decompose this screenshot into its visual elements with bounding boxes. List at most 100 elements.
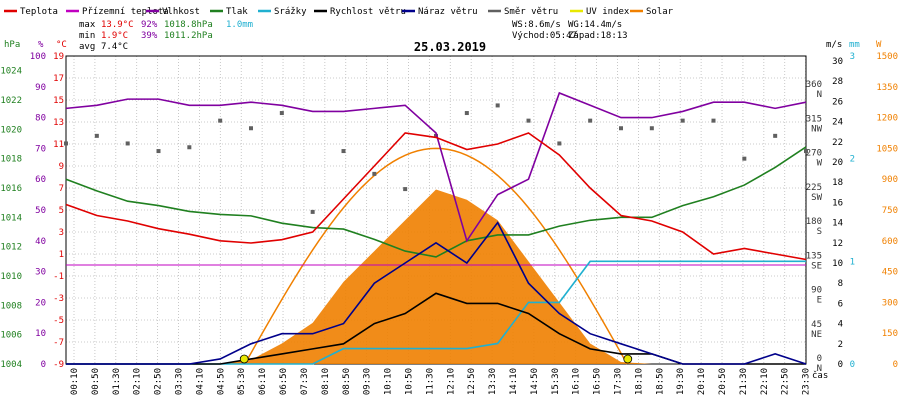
tick-pct: 50	[35, 206, 46, 216]
time-tick-label: 14:50	[530, 368, 540, 395]
legend-label-1: Přízemní teplota	[82, 7, 169, 17]
legend-label-5: Rychlost větru	[330, 7, 406, 17]
unit-w: W	[876, 40, 882, 50]
tick-ms: 0	[838, 360, 843, 370]
time-tick-label: 14:10	[509, 368, 519, 395]
time-tick-label: 12:10	[446, 368, 456, 395]
tick-temp: -1	[53, 272, 64, 282]
time-axis-labels: 00:10 00:50 01:30 02:10 02:50 03:30 04:10 04:50…	[70, 368, 812, 395]
tick-pct: 20	[35, 298, 46, 308]
time-tick-label: 23:30	[802, 368, 812, 395]
series-solar-area	[66, 189, 806, 364]
stat-sunrise: Východ:05:47	[512, 31, 577, 41]
tick-deg: 90	[811, 286, 822, 296]
tick-dir: NE	[811, 330, 822, 340]
tick-w: 900	[882, 175, 898, 185]
tick-pct: 70	[35, 144, 46, 154]
wind-direction-point	[495, 103, 500, 108]
stat-max-press: 1018.8hPa	[164, 20, 213, 30]
tick-deg: 315	[806, 114, 822, 124]
time-tick-label: 06:10	[258, 368, 268, 395]
wind-direction-point	[557, 141, 562, 146]
tick-hpa: 1014	[0, 213, 22, 223]
tick-deg: 135	[806, 251, 822, 261]
time-tick-label: 08:50	[342, 368, 352, 395]
time-tick-label: 07:30	[300, 368, 310, 395]
chart-title: 25.03.2019	[414, 40, 486, 54]
tick-deg: 360	[806, 80, 822, 90]
tick-w: 1200	[876, 114, 898, 124]
series-humidity-line	[65, 91, 807, 243]
tick-pct: 30	[35, 268, 46, 278]
tick-hpa: 1018	[0, 155, 22, 165]
tick-dir: N	[817, 364, 822, 374]
tick-temp: 15	[53, 96, 64, 106]
time-tick-label: 22:10	[760, 368, 770, 395]
wind-direction-point	[742, 156, 747, 161]
legend-label-2: Vlhkost	[162, 7, 200, 17]
legend-label-9: Solar	[646, 7, 674, 17]
tick-dir: S	[817, 227, 822, 237]
tick-ms: 4	[838, 320, 843, 330]
time-tick-label: 02:50	[154, 368, 164, 395]
wind-direction-point	[341, 149, 346, 154]
tick-ms: 24	[832, 118, 843, 128]
stat-min-temp: 1.9°C	[101, 31, 128, 41]
legend-label-0: Teplota	[20, 7, 58, 17]
tick-hpa: 1010	[0, 272, 22, 282]
tick-mm: 2	[850, 155, 855, 165]
tick-pct: 40	[35, 237, 46, 247]
wind-direction-point	[711, 118, 716, 123]
wind-direction-point	[649, 126, 654, 131]
tick-mm: 0	[850, 360, 855, 370]
tick-dir: W	[817, 159, 823, 169]
stats-block: max 13.9°C 92% 1018.8hPa 1.0mm min 1.9°C…	[79, 20, 628, 52]
tick-w: 450	[882, 268, 898, 278]
time-tick-label: 10:50	[404, 368, 414, 395]
tick-deg: 270	[806, 149, 822, 159]
time-tick-label: 22:50	[781, 368, 791, 395]
wind-direction-point	[464, 111, 469, 116]
tick-hpa: 1012	[0, 243, 22, 253]
wind-direction-point	[125, 141, 130, 146]
tick-temp: 11	[53, 140, 64, 150]
time-tick-label: 19:30	[676, 368, 686, 395]
tick-dir: SW	[811, 193, 822, 203]
tick-pct: 80	[35, 114, 46, 124]
wind-direction-point	[680, 118, 685, 123]
wind-direction-point	[403, 187, 408, 192]
tick-deg: 45	[811, 320, 822, 330]
unit-ms: m/s	[826, 40, 842, 50]
tick-temp: 13	[53, 118, 64, 128]
wind-direction-point	[218, 118, 223, 123]
tick-hpa: 1006	[0, 331, 22, 341]
time-tick-label: 10:10	[384, 368, 394, 395]
series-pressure-line	[65, 146, 807, 258]
wind-direction-point	[773, 133, 778, 138]
tick-temp: -7	[53, 338, 64, 348]
tick-w: 1350	[876, 83, 898, 93]
unit-temp: °C	[56, 40, 67, 50]
wind-direction-point	[279, 111, 284, 116]
tick-dir: N	[817, 90, 822, 100]
tick-temp: 19	[53, 52, 64, 62]
tick-hpa: 1022	[0, 96, 22, 106]
tick-ms: 20	[832, 158, 843, 168]
stat-max-hum: 92%	[141, 20, 158, 30]
wind-direction-point	[249, 126, 253, 131]
unit-hpa: hPa	[4, 40, 20, 50]
stat-ws: WS:8.6m/s	[512, 20, 561, 30]
tick-mm: 3	[850, 52, 855, 62]
tick-ms: 30	[832, 57, 843, 67]
tick-pct: 100	[30, 52, 46, 62]
axis-labels: 1004100610081010101210141016101810201022…	[0, 52, 898, 374]
tick-deg: 180	[806, 217, 822, 227]
tick-deg: 225	[806, 183, 822, 193]
stat-max-temp: 13.9°C	[101, 20, 134, 30]
sunrise-marker	[239, 354, 249, 364]
tick-hpa: 1020	[0, 125, 22, 135]
tick-temp: -5	[53, 316, 64, 326]
stat-avg-temp: 7.4°C	[101, 42, 128, 52]
time-tick-label: 17:30	[614, 368, 624, 395]
